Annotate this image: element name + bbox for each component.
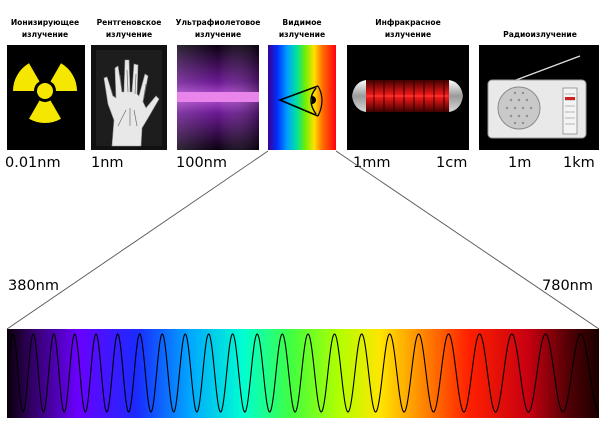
svg-text:излучение: излучение: [279, 30, 325, 39]
svg-text:Ультрафиолетовое: Ультрафиолетовое: [176, 18, 261, 27]
panel-title-radio: Радиоизлучение: [503, 30, 577, 39]
svg-text:Видимое: Видимое: [282, 18, 321, 27]
svg-text:излучение: излучение: [22, 30, 68, 39]
svg-text:Рентгеновское: Рентгеновское: [97, 18, 162, 27]
ultraviolet-lamp-icon: [177, 45, 259, 150]
panel-title-xray: Рентгеновское излучение: [97, 18, 162, 39]
visible-spectrum-band: [7, 329, 599, 418]
scale-label-1km: 1km: [563, 155, 595, 171]
infrared-heater-icon: [347, 45, 469, 150]
radiation-icon: [7, 45, 85, 150]
svg-text:излучение: излучение: [106, 30, 152, 39]
zoom-lines: [6, 150, 600, 330]
range-end-label: 780nm: [542, 278, 593, 294]
scale-label-1m: 1m: [508, 155, 531, 171]
scale-label-100nm: 100nm: [176, 155, 227, 171]
radiation-center: [37, 83, 53, 99]
wavelength-wave: [7, 333, 599, 413]
svg-text:Инфракрасное: Инфракрасное: [375, 18, 441, 27]
scale-label-1mm: 1mm: [353, 155, 390, 171]
radio-icon: [479, 45, 599, 150]
scale-label-1cm: 1cm: [436, 155, 467, 171]
panel-title-ultraviolet: Ультрафиолетовое излучение: [176, 18, 261, 39]
xray-hand-icon: [91, 45, 167, 150]
svg-text:Ионизирующее: Ионизирующее: [11, 18, 79, 27]
svg-text:излучение: излучение: [195, 30, 241, 39]
panel-title-infrared: Инфракрасное излучение: [375, 18, 441, 39]
scale-label-0.01nm: 0.01nm: [5, 155, 61, 171]
svg-text:излучение: излучение: [385, 30, 431, 39]
eye-icon: [268, 45, 336, 150]
scale-label-1nm: 1nm: [91, 155, 124, 171]
svg-text:Радиоизлучение: Радиоизлучение: [503, 30, 577, 39]
range-start-label: 380nm: [8, 278, 59, 294]
panel-title-visible: Видимое излучение: [279, 18, 325, 39]
panel-title-ionizing: Ионизирующее излучение: [11, 18, 79, 39]
